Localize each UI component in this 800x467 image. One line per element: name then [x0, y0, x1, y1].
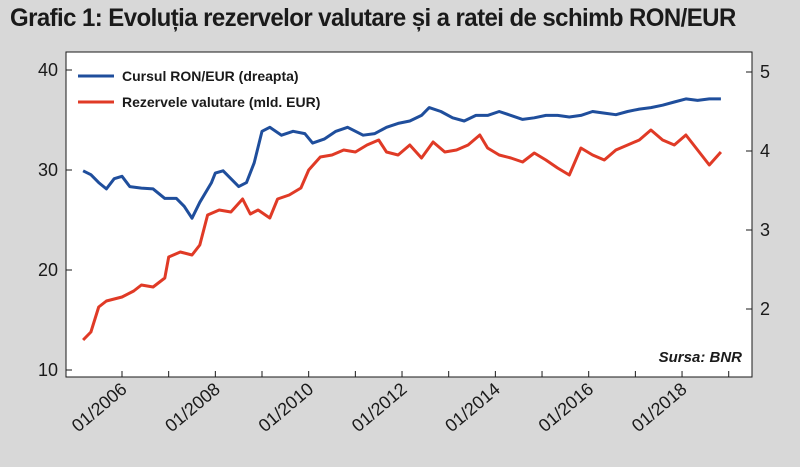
x-tick-group: 01/2016: [535, 379, 598, 436]
x-tick-label: 01/2008: [161, 379, 224, 436]
chart-title: Grafic 1: Evoluția rezervelor valutare ș…: [10, 4, 736, 32]
x-tick-label: 01/2012: [348, 379, 411, 436]
x-tick-group: 01/2012: [348, 379, 411, 436]
x-tick-label: 01/2016: [535, 379, 598, 436]
x-tick-group: 01/2006: [68, 379, 131, 436]
y-left-tick-label: 20: [38, 260, 58, 280]
exchange-rate-line: [82, 97, 721, 220]
legend: Cursul RON/EUR (dreapta) Rezervele valuta…: [78, 68, 320, 110]
x-tick-group: 01/2008: [161, 379, 224, 436]
series-layer: [82, 97, 723, 342]
x-tick-label: 01/2010: [255, 379, 318, 436]
source-label: Sursa: BNR: [659, 349, 743, 366]
y-left-tick-label: 30: [38, 160, 58, 180]
x-tick-group: 01/2018: [628, 379, 691, 436]
x-tick-label: 01/2014: [441, 379, 504, 436]
y-left-tick-label: 40: [38, 60, 58, 80]
y-right-tick-label: 2: [760, 299, 770, 319]
x-tick-label: 01/2006: [68, 379, 131, 436]
legend-label: Cursul RON/EUR (dreapta): [122, 68, 299, 84]
x-tick-label: 01/2018: [628, 379, 691, 436]
plot-area: [65, 51, 753, 378]
y-right-tick-label: 4: [760, 141, 770, 161]
x-tick-group: 01/2014: [441, 379, 504, 436]
legend-label: Rezervele valutare (mld. EUR): [122, 94, 320, 110]
y-left-tick-label: 10: [38, 360, 58, 380]
y-right-tick-label: 3: [760, 220, 770, 240]
y-right-tick-label: 5: [760, 62, 770, 82]
x-tick-group: 01/2010: [255, 379, 318, 436]
reserves-line: [82, 128, 723, 342]
